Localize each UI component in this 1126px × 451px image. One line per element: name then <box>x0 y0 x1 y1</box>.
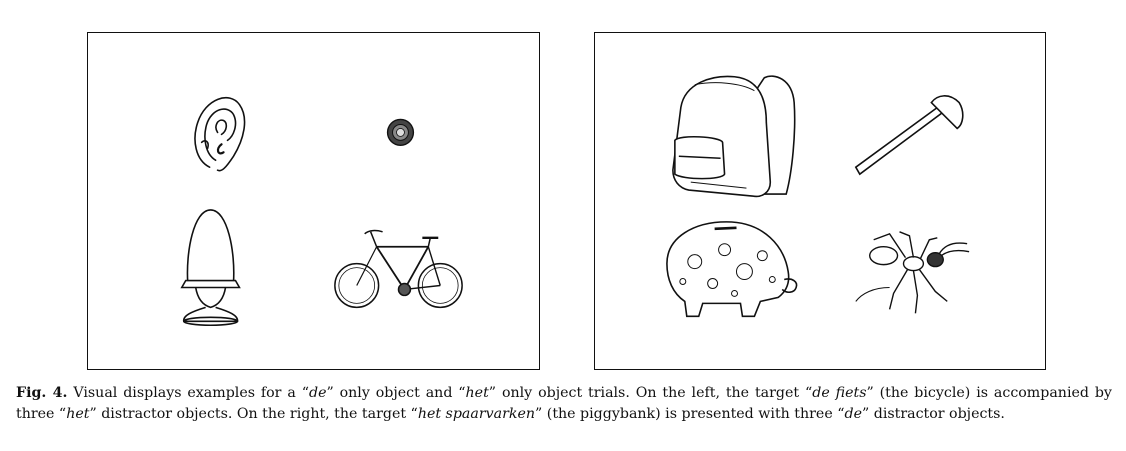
caption-term: de fiets <box>812 385 867 401</box>
right-display-panel <box>594 32 1046 370</box>
piggybank-icon <box>666 221 798 318</box>
axe-icon <box>854 95 964 176</box>
figure-label: Fig. 4. <box>16 385 68 401</box>
left-display-panel <box>87 32 540 370</box>
backpack-icon <box>672 75 796 198</box>
caption-text: ” distractor objects. On the right, the … <box>89 406 418 422</box>
ant-icon <box>855 231 970 314</box>
caption-term: de <box>844 406 862 422</box>
figure-caption: Fig. 4. Visual displays examples for a “… <box>16 383 1112 425</box>
left-display-drawing <box>180 96 463 327</box>
ear-icon <box>194 96 246 172</box>
right-display-drawing <box>666 75 970 318</box>
caption-term: het <box>66 406 90 422</box>
bicycle-icon <box>334 229 463 309</box>
caption-term: de <box>308 385 327 401</box>
caption-text: Visual displays examples for a “ <box>67 385 309 401</box>
egg-cup-icon <box>180 209 241 327</box>
caption-term: het spaarvarken <box>417 406 536 422</box>
caption-text: ” only object and “ <box>326 385 466 401</box>
caption-text: ” distractor objects. <box>861 406 1005 422</box>
caption-text: ” only object trials. On the left, the t… <box>488 385 813 401</box>
bottle-cap-icon <box>386 118 415 147</box>
caption-text: ” (the bicycle) is accompanied by three … <box>16 385 1112 422</box>
caption-term: het <box>465 385 489 401</box>
caption-text: ” (the piggybank) is presented with thre… <box>535 406 845 422</box>
